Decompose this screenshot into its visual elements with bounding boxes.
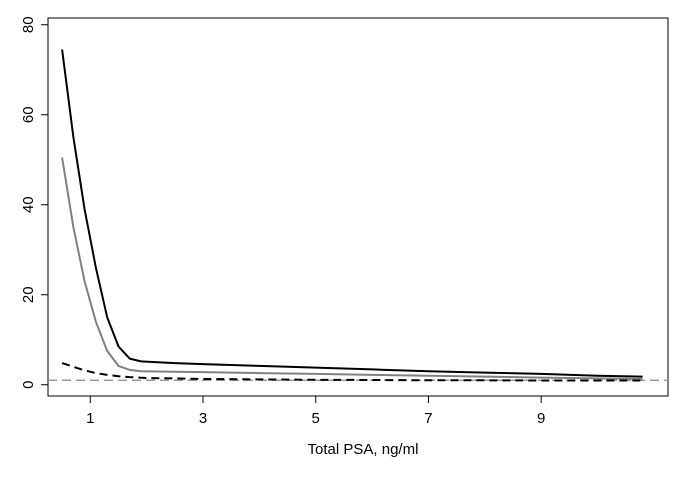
axes: [47, 17, 669, 397]
y-tick-label: 60: [20, 106, 37, 123]
series-line-3: [61, 362, 643, 382]
series-lines: [61, 49, 643, 382]
x-tick-label: 1: [86, 410, 94, 427]
x-ticks: 1 3 5 7 9: [86, 396, 545, 427]
x-axis-label: Total PSA, ng/ml: [308, 441, 419, 458]
y-tick-label: 80: [20, 16, 37, 33]
y-tick-label: 40: [20, 196, 37, 213]
x-tick-label: 9: [537, 410, 545, 427]
x-tick-label: 7: [424, 410, 432, 427]
x-tick-label: 5: [312, 410, 320, 427]
y-tick-label: 0: [20, 381, 37, 389]
plot-frame: [47, 17, 669, 397]
series-line-2: [61, 157, 643, 380]
y-tick-label: 20: [20, 286, 37, 303]
x-tick-label: 3: [199, 410, 207, 427]
y-ticks: 0 20 40 60 80: [20, 16, 48, 389]
series-line-1: [61, 49, 643, 378]
